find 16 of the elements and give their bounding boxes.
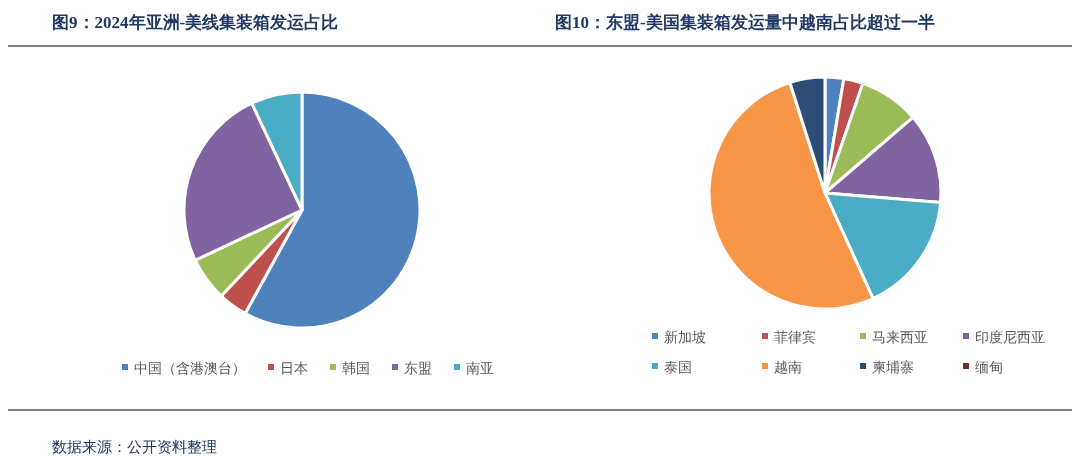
legend-label: 中国（含港澳台） — [134, 360, 246, 376]
chart-title: 图10：东盟-美国集装箱发运量中越南占比超过一半 — [555, 13, 935, 32]
legend-label: 印度尼西亚 — [975, 329, 1045, 345]
legend-label: 新加坡 — [664, 329, 706, 345]
legend-label: 东盟 — [404, 360, 432, 376]
legend-label: 泰国 — [664, 359, 692, 375]
legend-label: 韩国 — [342, 360, 370, 376]
legend-label: 缅甸 — [975, 359, 1003, 375]
legend-label: 柬埔寨 — [872, 359, 914, 375]
legend-label: 越南 — [774, 359, 802, 375]
legend-label: 菲律宾 — [774, 329, 816, 345]
legend-label: 日本 — [280, 360, 308, 376]
legend-label: 南亚 — [466, 360, 494, 376]
legend-label: 马来西亚 — [872, 329, 928, 345]
source-note: 数据来源：公开资料整理 — [52, 439, 217, 455]
chart-title: 图9：2024年亚洲-美线集装箱发运占比 — [52, 13, 339, 32]
